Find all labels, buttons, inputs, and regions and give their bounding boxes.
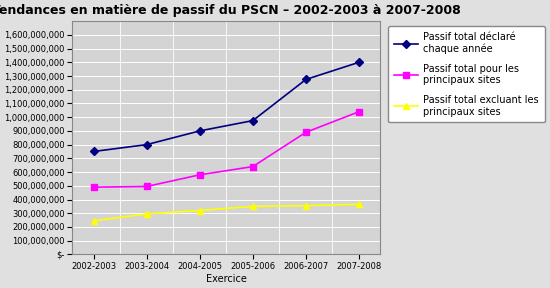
Legend: Passif total déclaré
chaque année, Passif total pour les
principaux sites, Passi: Passif total déclaré chaque année, Passi… bbox=[388, 26, 544, 122]
Passif total excluant les
principaux sites bbox=[196, 209, 203, 212]
Passif total pour les
principaux sites bbox=[90, 185, 97, 189]
Line: Passif total déclaré
chaque année: Passif total déclaré chaque année bbox=[91, 60, 362, 154]
X-axis label: Exercice: Exercice bbox=[206, 274, 247, 284]
Passif total pour les
principaux sites bbox=[302, 130, 309, 134]
Line: Passif total excluant les
principaux sites: Passif total excluant les principaux sit… bbox=[91, 202, 362, 223]
Passif total pour les
principaux sites bbox=[356, 110, 362, 113]
Passif total déclaré
chaque année bbox=[356, 60, 362, 64]
Passif total excluant les
principaux sites bbox=[144, 212, 150, 216]
Passif total déclaré
chaque année bbox=[90, 150, 97, 153]
Passif total déclaré
chaque année bbox=[144, 143, 150, 146]
Passif total déclaré
chaque année bbox=[250, 119, 256, 122]
Passif total excluant les
principaux sites bbox=[356, 202, 362, 206]
Title: Tendances en matière de passif du PSCN – 2002-2003 à 2007-2008: Tendances en matière de passif du PSCN –… bbox=[0, 4, 461, 17]
Passif total pour les
principaux sites bbox=[196, 173, 203, 177]
Passif total pour les
principaux sites bbox=[144, 185, 150, 188]
Passif total excluant les
principaux sites bbox=[302, 204, 309, 207]
Line: Passif total pour les
principaux sites: Passif total pour les principaux sites bbox=[91, 109, 362, 190]
Passif total pour les
principaux sites bbox=[250, 165, 256, 168]
Passif total excluant les
principaux sites bbox=[250, 205, 256, 208]
Passif total excluant les
principaux sites bbox=[90, 219, 97, 223]
Passif total déclaré
chaque année bbox=[302, 78, 309, 81]
Passif total déclaré
chaque année bbox=[196, 129, 203, 133]
